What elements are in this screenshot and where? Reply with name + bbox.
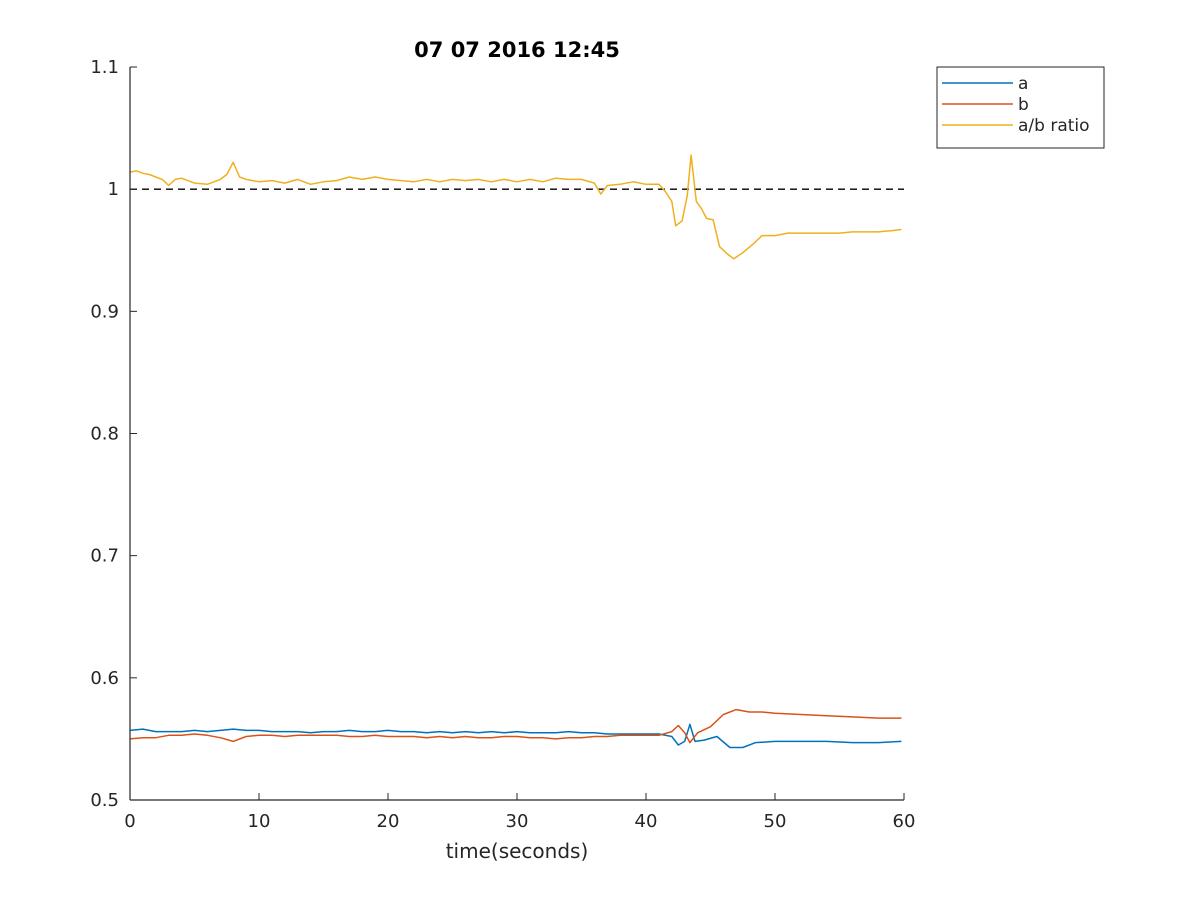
y-tick-label: 0.9 (90, 301, 119, 322)
x-axis-title: time(seconds) (446, 839, 589, 863)
legend-label-2: a/b ratio (1018, 116, 1090, 136)
series-line-0 (129, 723, 902, 749)
legend: aba/b ratio (936, 66, 1105, 149)
y-tick-label: 1.1 (90, 57, 119, 78)
y-tick-label: 0.5 (90, 790, 119, 811)
legend-label-1: b (1018, 95, 1029, 115)
chart-title: 07 07 2016 12:45 (414, 38, 620, 62)
legend-label-0: a (1018, 74, 1028, 94)
x-tick-label: 40 (635, 811, 658, 832)
series-line-1 (129, 708, 902, 744)
y-ticks: 0.5 0.6 0.7 0.8 0.9 1 1.1 (90, 57, 137, 811)
y-tick-label: 1 (108, 179, 119, 200)
x-tick-label: 50 (764, 811, 787, 832)
x-tick-label: 60 (893, 811, 916, 832)
x-ticks: 0 10 20 30 40 50 60 (124, 793, 916, 832)
y-tick-label: 0.7 (90, 546, 119, 567)
y-tick-label: 0.8 (90, 424, 119, 445)
legend-box (936, 66, 1105, 149)
plot-area (130, 67, 904, 800)
series-line-2 (129, 154, 902, 260)
x-tick-label: 0 (124, 811, 135, 832)
y-tick-label: 0.6 (90, 668, 119, 689)
series-layer (129, 154, 902, 749)
x-tick-label: 10 (248, 811, 271, 832)
x-tick-label: 20 (377, 811, 400, 832)
x-tick-label: 30 (506, 811, 529, 832)
